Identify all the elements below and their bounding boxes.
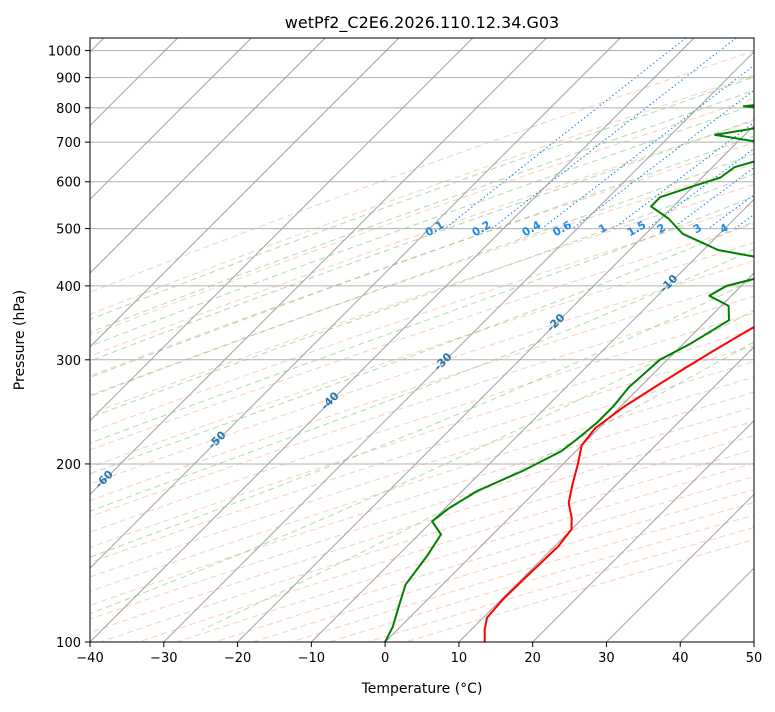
x-tick-label: 20	[524, 651, 541, 666]
x-tick-label: 0	[381, 651, 389, 666]
y-tick-label: 300	[56, 354, 81, 369]
y-tick-label: 900	[56, 72, 81, 87]
x-axis-label: Temperature (°C)	[361, 681, 483, 697]
x-tick-label: 40	[672, 651, 689, 666]
y-axis-label: Pressure (hPa)	[12, 290, 28, 390]
x-tick-label: −20	[224, 651, 251, 666]
y-tick-label: 600	[56, 176, 81, 191]
x-tick-label: 10	[451, 651, 468, 666]
y-tick-label: 1000	[48, 45, 81, 60]
x-tick-label: 50	[746, 651, 763, 666]
x-tick-label: 30	[598, 651, 615, 666]
y-tick-label: 700	[56, 136, 81, 151]
y-tick-label: 400	[56, 280, 81, 295]
y-tick-label: 800	[56, 102, 81, 117]
chart-title: wetPf2_C2E6.2026.110.12.34.G03	[285, 13, 559, 33]
y-tick-label: 200	[56, 458, 81, 473]
x-tick-label: −30	[150, 651, 177, 666]
x-tick-label: −40	[76, 651, 103, 666]
y-tick-label: 100	[56, 636, 81, 651]
x-tick-label: −10	[298, 651, 325, 666]
y-tick-label: 500	[56, 223, 81, 238]
